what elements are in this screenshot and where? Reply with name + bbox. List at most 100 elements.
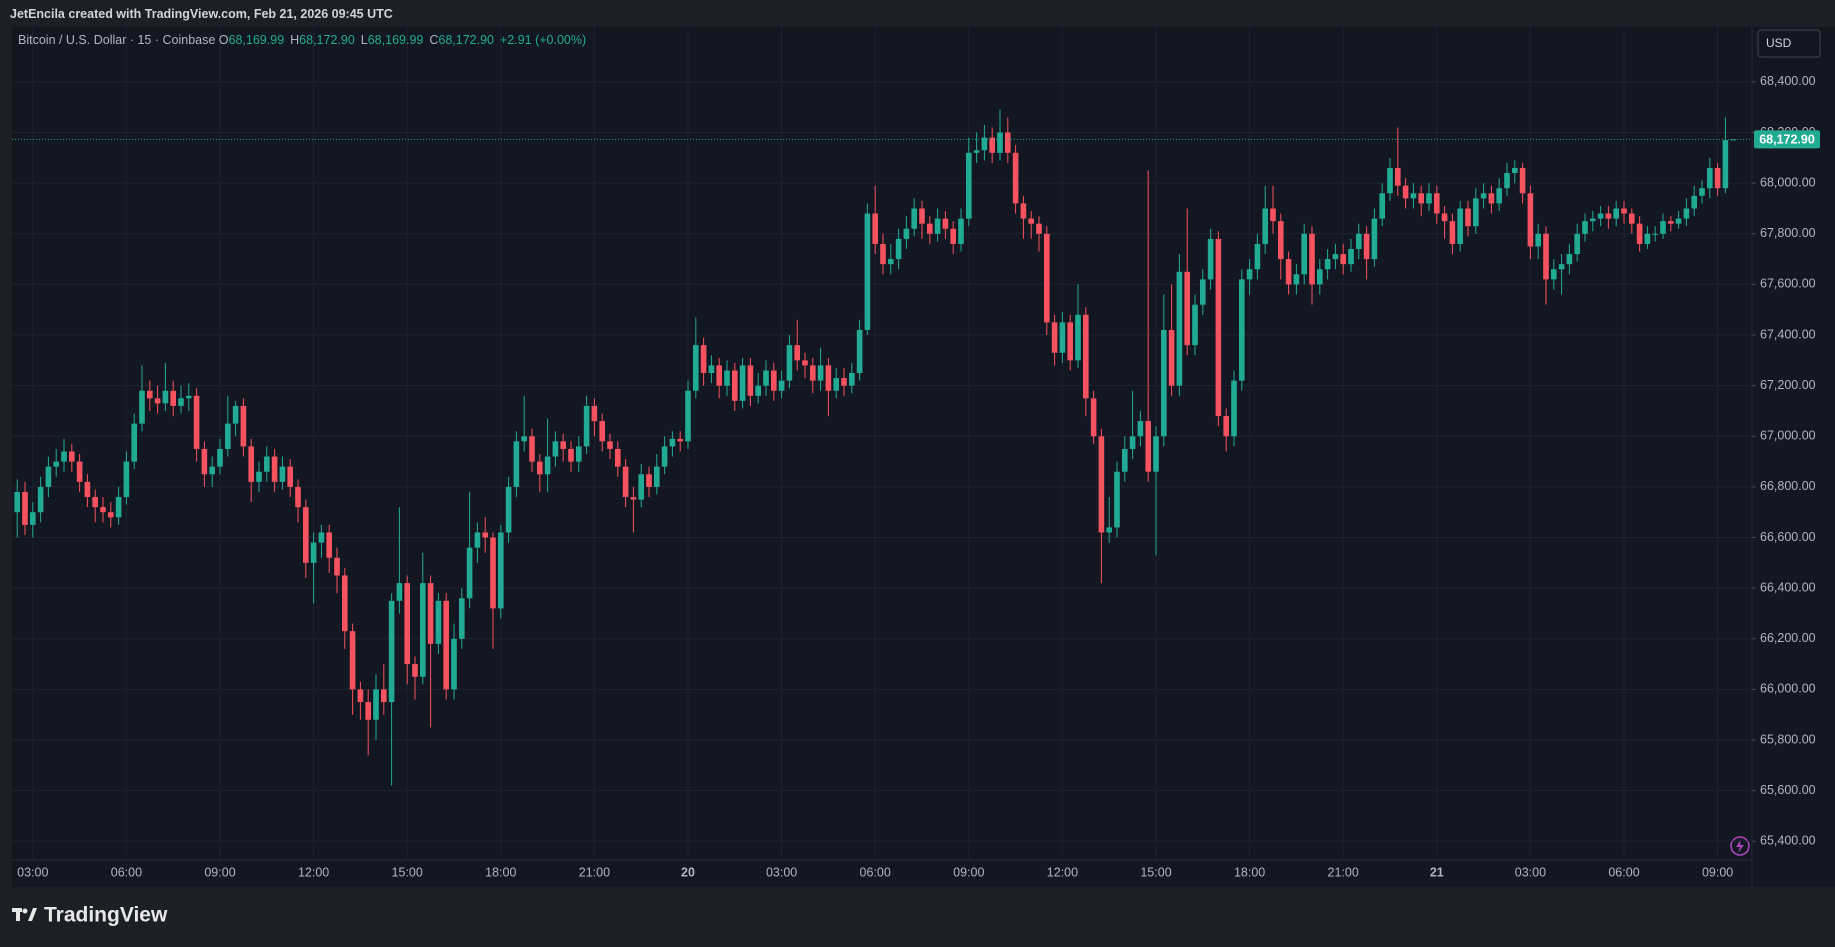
candle-body [388,600,395,703]
y-tick-label: 66,200.00 [1760,631,1816,645]
candle-body [1122,448,1128,472]
candle-body [53,461,59,467]
candle-body [1324,259,1331,270]
candle-body [911,208,917,229]
change: +2.91 (+0.00%) [499,33,587,47]
y-tick-label: 67,600.00 [1760,277,1816,291]
candle-body [1395,167,1401,186]
x-tick-label: 12:00 [298,865,329,879]
candle-body [576,446,582,462]
candle-body [162,390,169,404]
ohlc-value: 68,169.99 [228,33,285,47]
candle-body [560,441,566,449]
candle-body [1418,193,1424,204]
candle-body [583,405,590,447]
candle-body [271,456,278,482]
candle-body [1582,221,1588,234]
x-tick-label: 21:00 [579,865,610,879]
candle-body [1059,322,1066,353]
candle-body [1644,233,1651,244]
replay-icon[interactable] [1730,836,1750,856]
candle-body [724,370,730,386]
candle-body [661,446,668,467]
candle-body [747,365,754,396]
candle-body [490,537,496,609]
candle-body [92,497,98,508]
candle-body [170,390,176,406]
candle-body [1465,208,1471,227]
candle-body [498,532,504,609]
legend: Bitcoin / U.S. Dollar · 15 · Coinbase O6… [18,33,592,47]
time-axis [12,860,1752,887]
candle-body [856,329,863,374]
candle-body [1137,421,1144,437]
candle-body [61,451,67,462]
candle-body [264,456,270,472]
candle-body [1129,436,1136,449]
price-axis [1752,27,1835,887]
candle-body [685,390,691,442]
x-tick-label: 18:00 [485,865,516,879]
candle-body [1278,221,1284,260]
candle-body [342,575,348,632]
candle-body [958,218,964,244]
candle-body [435,600,442,644]
candle-body [37,486,44,513]
candle-body [1597,213,1604,219]
candle-body [841,378,847,386]
y-tick-label: 66,800.00 [1760,479,1816,493]
candle-body [1363,233,1370,260]
overlay: 68,172.90 [12,130,1820,149]
candle-body [700,345,707,374]
candle-body [310,542,317,563]
candle-body [763,370,769,386]
candle-body [1652,233,1658,235]
ohlc-key: O [218,33,229,47]
ohlc-key: L [360,33,368,47]
candle-body [1496,188,1502,204]
candle-body [295,486,301,508]
candle-body [810,365,816,381]
candle-body [786,345,793,381]
candle-body [755,385,761,396]
candle-body [100,507,106,513]
candle-body [30,512,36,525]
candle-body [1668,221,1674,224]
candle-body [1371,218,1378,260]
candle-body [443,600,449,690]
candle-body [716,365,722,386]
y-tick-label: 66,000.00 [1760,682,1816,696]
candle-body [123,461,130,498]
candle-body [1457,208,1463,244]
y-tick-label: 67,400.00 [1760,327,1816,341]
x-tick-label: 03:00 [1515,865,1546,879]
candle-body [864,213,871,330]
candle-body [942,218,949,229]
candle-body [482,532,488,538]
candle-body [794,345,800,361]
candle-body [225,423,231,449]
candle-body [1020,203,1027,219]
ohlc-value: 68,169.99 [367,33,424,47]
x-tick-label: 03:00 [766,865,797,879]
currency-box[interactable] [1757,29,1821,58]
candle-body [1527,193,1534,247]
candle-body [880,243,886,265]
candle-body [147,390,153,399]
candle-body [14,491,20,513]
candle-body [872,213,878,244]
candle-body [287,466,293,487]
candle-body [1285,259,1292,285]
candle-body [1574,233,1580,255]
candle-body [1332,254,1339,260]
ohlc-value: 68,172.90 [438,33,494,47]
candle-body [1145,421,1151,472]
candle-body [108,512,114,518]
candle-body [76,461,83,482]
candle-body [1512,167,1518,174]
candle-body [404,583,410,665]
candle-body [1621,208,1627,214]
candle-body [1168,329,1175,386]
candle-body [654,466,660,487]
candle-body [513,441,520,487]
